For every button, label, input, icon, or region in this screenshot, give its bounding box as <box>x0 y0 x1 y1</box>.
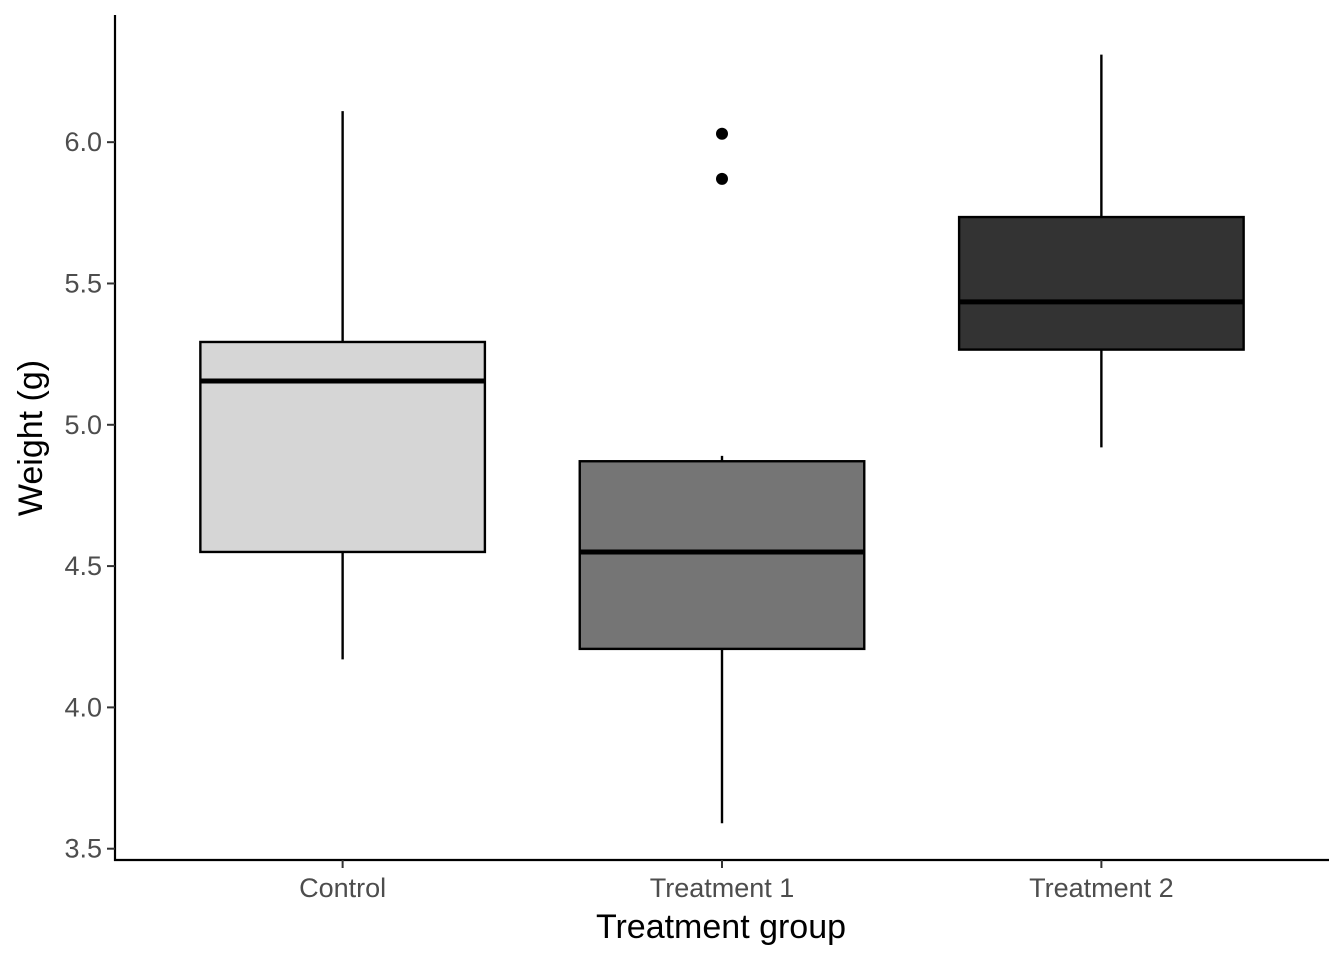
box-iqr <box>199 340 487 554</box>
y-tick-label: 5.5 <box>64 268 102 298</box>
x-tick-label: Treatment 2 <box>1029 873 1174 903</box>
y-tick-label: 4.5 <box>64 551 102 581</box>
box-iqr <box>957 215 1245 351</box>
y-axis-title: Weight (g) <box>12 360 50 516</box>
box-iqr <box>578 460 866 651</box>
x-axis-title: Treatment group <box>596 908 846 946</box>
x-axis-ticks: Control Treatment 1 Treatment 2 <box>299 860 1174 903</box>
box-control <box>199 111 487 660</box>
x-tick-label: Control <box>299 873 386 903</box>
y-tick-label: 6.0 <box>64 127 102 157</box>
y-axis-ticks: 3.5 4.0 4.5 5.0 5.5 6.0 <box>64 127 115 864</box>
box-treatment-2 <box>957 54 1245 448</box>
y-tick-label: 5.0 <box>64 410 102 440</box>
x-tick-label: Treatment 1 <box>650 873 795 903</box>
plot-area <box>199 54 1245 824</box>
outlier-point <box>716 172 728 185</box>
outlier-point <box>716 127 728 140</box>
y-tick-label: 3.5 <box>64 834 102 864</box>
box-treatment-1 <box>578 127 866 824</box>
y-tick-label: 4.0 <box>64 692 102 722</box>
